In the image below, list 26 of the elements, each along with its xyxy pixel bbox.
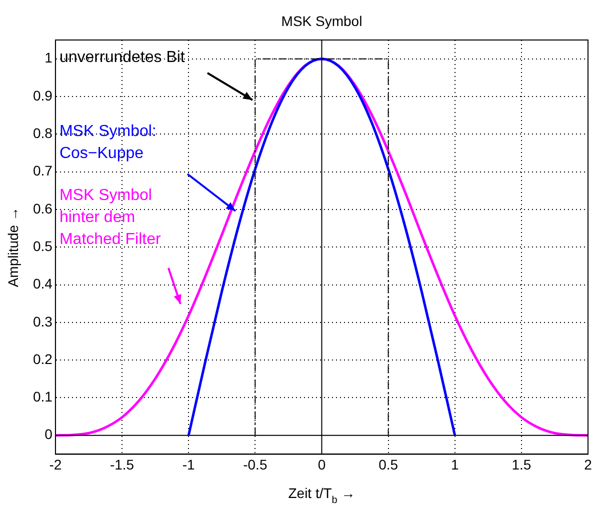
x-tick-label: -1 (182, 456, 196, 472)
y-tick-label: 0.6 (32, 200, 53, 216)
x-tick-label: 1.5 (512, 456, 532, 472)
x-tick-label: 1 (450, 456, 459, 472)
y-tick-label: 0.3 (32, 313, 53, 330)
y-tick-label: 1 (44, 50, 53, 66)
x-tick-label: -0.5 (243, 456, 268, 472)
y-tick-label: 0.9 (32, 87, 53, 104)
x-tick-label: -2 (49, 456, 62, 472)
y-tick-label: 0.1 (32, 388, 53, 405)
y-tick-label: 0.4 (32, 276, 53, 292)
y-axis-title: Amplitude → (5, 207, 21, 288)
y-tick-label: 0.2 (32, 350, 53, 367)
x-tick-label: -1.5 (110, 456, 134, 472)
x-tick-label: 0 (318, 456, 326, 472)
y-tick-label: 0.7 (32, 162, 53, 179)
annotation: MSK Symbol: Cos−Kuppe (59, 123, 156, 162)
y-tick-label: 0.8 (32, 124, 53, 141)
x-tick-label: 2 (584, 456, 592, 472)
chart-title: MSK Symbol (281, 13, 362, 29)
annotation: MSK Symbol hinter dem Matched Filter (59, 187, 162, 248)
y-tick-label: 0 (44, 426, 53, 442)
annotation: unverrundetes Bit (59, 49, 186, 66)
line-series (187, 58, 456, 437)
x-tick-label: 0.5 (378, 456, 398, 472)
y-tick-label: 0.5 (32, 238, 53, 254)
